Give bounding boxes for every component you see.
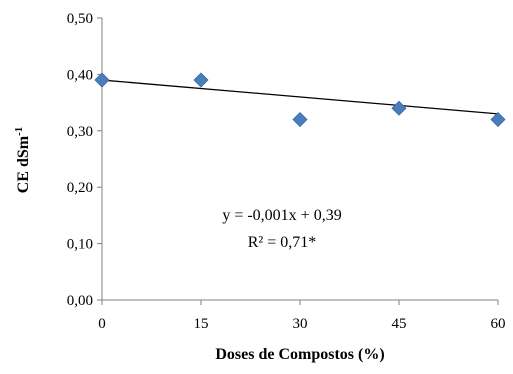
x-tick-label: 45 bbox=[392, 316, 407, 332]
trendline bbox=[101, 79, 499, 115]
data-point bbox=[94, 72, 110, 88]
data-point bbox=[490, 111, 506, 128]
data-point bbox=[391, 100, 407, 116]
y-tick-label: 0,30 bbox=[67, 124, 93, 140]
trendline-group bbox=[101, 79, 499, 115]
data-point bbox=[193, 72, 209, 88]
x-tick-label: 0 bbox=[98, 316, 106, 332]
y-tick-label: 0,50 bbox=[67, 11, 93, 27]
y-axis-title-superscript: -1 bbox=[13, 127, 25, 136]
r-squared-annotation: R² = 0,71* bbox=[248, 234, 317, 251]
axes bbox=[97, 17, 499, 305]
y-tick-label: 0,20 bbox=[67, 180, 93, 196]
y-axis-title: CE dSm-1 bbox=[13, 127, 32, 194]
tick-labels: 0,00 0,10 0,20 0,30 0,40 0,50 0 15 30 45 60 bbox=[67, 11, 506, 332]
x-axis-title: Doses de Compostos (%) bbox=[215, 346, 384, 363]
y-tick-label: 0,00 bbox=[67, 293, 93, 309]
y-axis-title-main: CE dSm bbox=[15, 135, 32, 193]
y-tick-label: 0,40 bbox=[67, 67, 93, 83]
equation-annotation: y = -0,001x + 0,39 bbox=[222, 207, 341, 224]
x-tick-label: 15 bbox=[194, 316, 209, 332]
data-point bbox=[292, 111, 308, 128]
data-points bbox=[94, 72, 506, 128]
x-tick-label: 30 bbox=[293, 316, 308, 332]
x-tick-label: 60 bbox=[491, 316, 506, 332]
y-tick-label: 0,10 bbox=[67, 237, 93, 253]
